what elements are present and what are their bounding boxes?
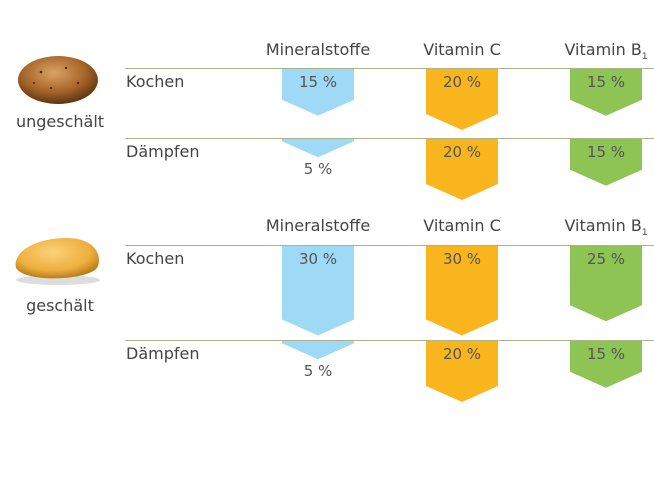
arrow-shape [570,246,642,322]
value-label: 20 % [442,345,482,363]
arrow-bar [282,139,354,158]
arrow-bar [570,69,642,116]
value-label: 30 % [298,250,338,268]
row-label-kochen: Kochen [126,72,185,91]
value-label: 20 % [442,143,482,161]
value-label: 25 % [586,250,626,268]
peeled-potato-image [15,238,100,285]
arrow-bar [282,246,354,336]
row-divider [125,245,654,246]
column-header: Mineralstoffe [243,40,393,59]
arrow-bar [426,69,498,130]
column-header: Mineralstoffe [243,216,393,235]
value-label: 30 % [442,250,482,268]
arrow-shape [570,139,642,186]
arrow-bar [426,246,498,336]
arrow-bar [426,139,498,200]
column-header-text: Vitamin C [423,40,501,59]
arrow-shape [282,246,354,336]
arrow-shape [426,69,498,130]
arrow-bar [282,341,354,360]
row-divider [125,138,654,139]
value-label: 5 % [303,362,333,381]
column-header-text: Vitamin C [423,216,501,235]
arrow-shape [282,139,354,158]
value-label: 15 % [586,143,626,161]
arrow-bar [570,139,642,186]
column-header-text: Mineralstoffe [265,40,371,59]
row-label-daempfen: Dämpfen [126,142,200,161]
arrow-shape [570,69,642,116]
row-divider [125,68,654,69]
column-header-text: Vitamin B [564,216,642,235]
arrow-shape [426,139,498,200]
value-label: 15 % [298,73,338,91]
subscript: 1 [641,52,648,63]
row-label-kochen: Kochen [126,249,185,268]
arrow-bar [570,341,642,388]
value-label: 5 % [303,160,333,179]
column-header: Vitamin B1 [531,216,654,238]
subscript: 1 [641,228,648,239]
arrow-shape [426,341,498,402]
column-header-text: Mineralstoffe [265,216,371,235]
column-header: Vitamin C [387,40,537,59]
value-label: 15 % [586,345,626,363]
row-label-daempfen: Dämpfen [126,344,200,363]
value-label: 15 % [586,73,626,91]
arrow-bar [570,246,642,322]
arrow-shape [570,341,642,388]
arrow-shape [426,246,498,336]
arrow-bar [282,69,354,116]
arrow-shape [282,69,354,116]
arrow-bar [426,341,498,402]
column-header: Vitamin B1 [531,40,654,62]
unpeeled-potato-image [18,56,98,104]
value-label: 20 % [442,73,482,91]
column-header: Vitamin C [387,216,537,235]
potato-label: ungeschält [15,112,105,131]
row-divider [125,340,654,341]
potato-label: geschält [26,296,94,315]
arrow-shape [282,341,354,360]
column-header-text: Vitamin B [564,40,642,59]
